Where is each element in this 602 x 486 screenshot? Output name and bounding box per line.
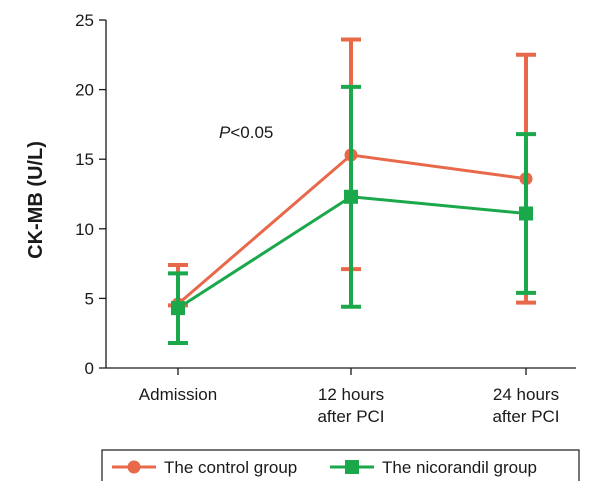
- axes: 0 5 10 15 20 25 Admission 12 hours after PCI 24 h…: [75, 11, 576, 426]
- legend-label-1: The nicorandil group: [382, 458, 537, 477]
- series-layer: [168, 37, 536, 345]
- y-tick-label-4: 20: [75, 81, 94, 100]
- x-tick-label-1-0: 12 hours: [318, 385, 384, 404]
- x-tick-label-0-0: Admission: [139, 385, 217, 404]
- x-tick-label-2-0: 24 hours: [493, 385, 559, 404]
- series-1-point-1: [344, 189, 358, 204]
- series-1: [168, 84, 536, 345]
- p-value-annotation: P<0.05: [219, 123, 273, 142]
- y-tick-label-1: 5: [85, 289, 94, 308]
- series-1-point-2: [519, 206, 533, 221]
- series-1-point-0: [171, 301, 185, 316]
- p-value-text: <0.05: [230, 123, 273, 142]
- legend-marker-1: [345, 460, 359, 474]
- legend: The control group The nicorandil group: [101, 449, 580, 485]
- legend-label-0: The control group: [164, 458, 297, 477]
- y-tick-label-3: 15: [75, 150, 94, 169]
- y-tick-label-2: 10: [75, 220, 94, 239]
- x-tick-label-1-1: after PCI: [317, 407, 384, 426]
- y-tick-label-0: 0: [85, 359, 94, 378]
- y-axis-title: CK-MB (U/L): [25, 141, 47, 259]
- legend-marker-0: [127, 460, 141, 474]
- y-tick-label-5: 25: [75, 11, 94, 30]
- p-value-italic: P: [219, 123, 231, 142]
- x-tick-label-2-1: after PCI: [492, 407, 559, 426]
